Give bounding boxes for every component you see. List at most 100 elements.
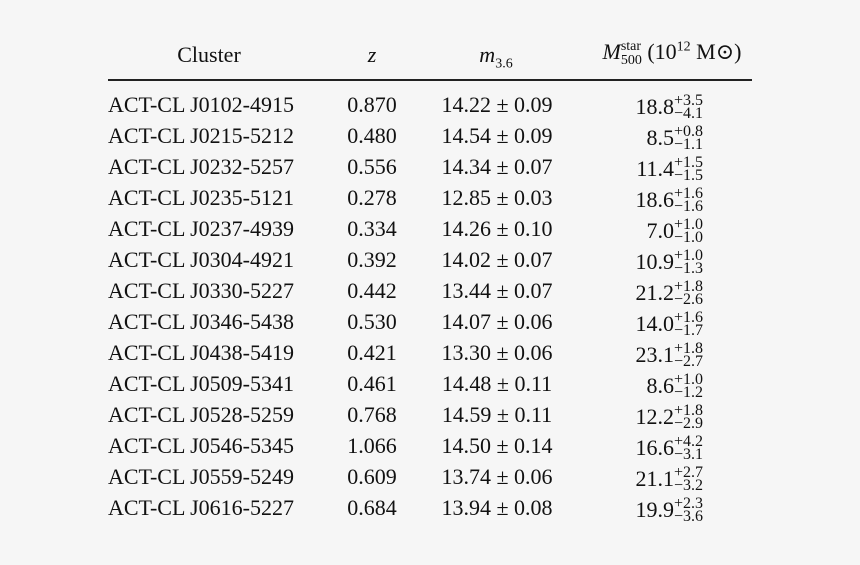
redshift: 0.556 [347, 154, 397, 179]
mass-error-minus: −1.3 [674, 260, 704, 277]
header-mass-sup: star [620, 39, 642, 54]
redshift: 0.278 [347, 185, 397, 210]
header-mass-unit-open: (10 [647, 39, 677, 65]
magnitude: 14.26 ± 0.10 [441, 216, 553, 241]
header-mass-unit-sup: 12 [676, 39, 691, 55]
mass-errors: +1.5 −1.5 [674, 154, 714, 184]
header-m-base: m [479, 42, 496, 67]
magnitude: 14.02 ± 0.07 [441, 247, 553, 272]
mass-errors: +1.8 −2.6 [674, 279, 714, 308]
mass-errors: +4.2 −3.1 [674, 433, 714, 463]
redshift: 1.066 [347, 433, 397, 458]
mass-error-plus: +4.2 [674, 433, 704, 450]
cluster-name: ACT-CL J0346-5438 [108, 309, 294, 334]
mass-error-minus: −1.7 [674, 322, 704, 339]
stellar-mass: 14.0 +1.6 −1.7 [635, 309, 715, 339]
magnitude: 14.22 ± 0.09 [441, 92, 553, 117]
mass-errors: +1.6 −1.7 [674, 309, 714, 339]
stellar-mass: 21.2 +1.8 −2.6 [635, 279, 715, 308]
header-mass-unit-close: M⊙) [696, 39, 742, 65]
cluster-name: ACT-CL J0546-5345 [108, 433, 294, 458]
magnitude: 13.74 ± 0.06 [441, 464, 553, 489]
magnitude: 13.44 ± 0.07 [441, 278, 553, 303]
mass-error-plus: +1.6 [674, 309, 704, 326]
cluster-name: ACT-CL J0304-4921 [108, 247, 294, 272]
cluster-name: ACT-CL J0232-5257 [108, 154, 294, 179]
mass-errors: +2.3 −3.6 [674, 495, 714, 525]
cluster-name: ACT-CL J0215-5212 [108, 123, 294, 148]
redshift: 0.870 [347, 92, 397, 117]
cluster-name: ACT-CL J0616-5227 [108, 495, 294, 520]
redshift: 0.609 [347, 464, 397, 489]
mass-value: 8.6 [646, 373, 675, 398]
mass-error-plus: +2.7 [674, 464, 704, 481]
mass-error-minus: −3.1 [674, 446, 704, 463]
mass-error-minus: −3.6 [674, 508, 704, 525]
mass-error-plus: +1.0 [674, 216, 704, 233]
mass-error-minus: −1.1 [674, 136, 704, 153]
mass-errors: +3.5 −4.1 [674, 93, 714, 122]
mass-value: 10.9 [635, 249, 675, 274]
magnitude: 14.48 ± 0.11 [441, 371, 553, 396]
redshift: 0.768 [347, 402, 397, 427]
magnitude: 14.59 ± 0.11 [441, 402, 553, 427]
header-z: z [368, 44, 377, 66]
mass-errors: +1.8 −2.9 [674, 403, 714, 432]
cluster-name: ACT-CL J0330-5227 [108, 278, 294, 303]
mass-error-minus: −1.2 [674, 384, 704, 401]
magnitude: 13.30 ± 0.06 [441, 340, 553, 365]
redshift: 0.461 [347, 371, 397, 396]
mass-error-minus: −2.7 [674, 353, 704, 370]
mass-error-plus: +1.5 [674, 154, 704, 171]
cluster-name: ACT-CL J0237-4939 [108, 216, 294, 241]
stellar-mass: 16.6 +4.2 −3.1 [635, 433, 715, 463]
mass-value: 21.2 [635, 280, 675, 305]
mass-error-minus: −1.6 [674, 198, 704, 215]
mass-error-plus: +1.6 [674, 185, 704, 202]
header-z-text: z [367, 42, 377, 67]
header-rule [108, 79, 752, 81]
mass-error-minus: −1.0 [674, 229, 704, 246]
mass-errors: +1.0 −1.3 [674, 247, 714, 277]
mass-errors: +1.6 −1.6 [674, 185, 714, 215]
mass-errors: +1.0 −1.0 [674, 216, 714, 246]
mass-value: 16.6 [635, 435, 675, 460]
cluster-name: ACT-CL J0438-5419 [108, 340, 294, 365]
redshift: 0.480 [347, 123, 397, 148]
mass-errors: +0.8 −1.1 [674, 124, 714, 153]
redshift: 0.530 [347, 309, 397, 334]
mass-value: 14.0 [635, 311, 675, 336]
cluster-name: ACT-CL J0102-4915 [108, 92, 294, 117]
mass-error-plus: +1.0 [674, 371, 704, 388]
mass-error-minus: −2.6 [674, 291, 704, 308]
magnitude: 12.85 ± 0.03 [441, 185, 553, 210]
redshift: 0.421 [347, 340, 397, 365]
redshift: 0.442 [347, 278, 397, 303]
header-m: m3.6 [479, 44, 512, 71]
stellar-mass: 23.1 +1.8 −2.7 [635, 340, 715, 370]
mass-error-plus: +1.0 [674, 247, 704, 264]
header-mass-scripts: star 500 [621, 40, 642, 68]
mass-value: 7.0 [646, 218, 675, 243]
cluster-name: ACT-CL J0509-5341 [108, 371, 294, 396]
mass-value: 18.6 [635, 187, 675, 212]
header-cluster: Cluster [177, 42, 241, 67]
stellar-mass: 8.6 +1.0 −1.2 [646, 371, 715, 401]
cluster-name: ACT-CL J0235-5121 [108, 185, 294, 210]
mass-error-minus: −3.2 [674, 477, 704, 494]
stellar-mass: 10.9 +1.0 −1.3 [635, 247, 715, 277]
mass-error-minus: −4.1 [674, 105, 704, 122]
magnitude: 14.07 ± 0.06 [441, 309, 553, 334]
mass-error-minus: −2.9 [674, 415, 704, 432]
magnitude: 14.50 ± 0.14 [441, 433, 553, 458]
redshift: 0.684 [347, 495, 397, 520]
mass-error-plus: +2.3 [674, 495, 704, 512]
mass-errors: +2.7 −3.2 [674, 464, 714, 494]
cluster-name: ACT-CL J0528-5259 [108, 402, 294, 427]
cluster-name: ACT-CL J0559-5249 [108, 464, 294, 489]
header-mass-base: M [602, 39, 621, 65]
mass-value: 23.1 [635, 342, 675, 367]
mass-error-plus: +1.8 [674, 340, 704, 357]
magnitude: 13.94 ± 0.08 [441, 495, 553, 520]
